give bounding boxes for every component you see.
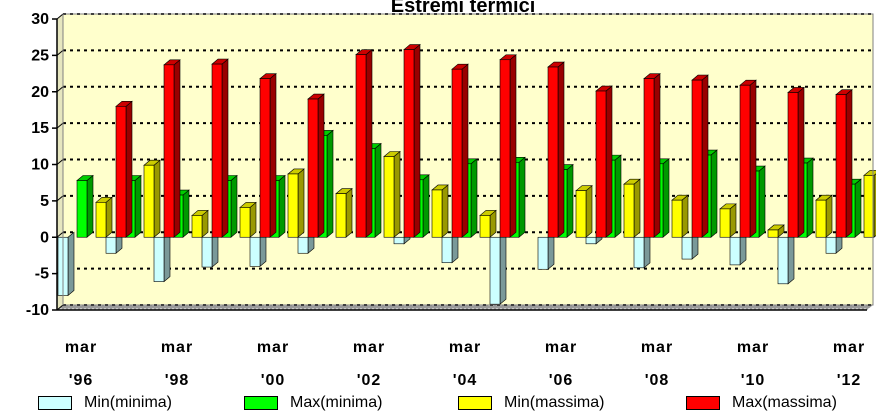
bar	[143, 159, 161, 238]
y-tick-label: 5	[40, 193, 49, 210]
bar	[115, 100, 133, 238]
x-tick-label-month: mar	[353, 339, 385, 356]
bar	[537, 231, 555, 270]
bar	[403, 43, 421, 238]
y-tick-label: -5	[35, 266, 49, 283]
bar	[547, 61, 565, 238]
plot-floor	[57, 305, 873, 310]
bar	[287, 168, 305, 238]
gridline-depth	[56, 49, 64, 56]
x-tick-label-year: '98	[165, 372, 190, 389]
legend-item: Min(minima)	[38, 392, 172, 414]
bar	[623, 178, 641, 238]
bar	[835, 89, 853, 238]
bar	[431, 184, 449, 238]
bar	[863, 170, 876, 238]
x-tick-label-month: mar	[641, 339, 673, 356]
bar	[643, 73, 661, 238]
y-tick-label: 25	[31, 47, 49, 64]
bar	[787, 86, 805, 238]
x-tick-label-year: '06	[549, 372, 574, 389]
gridline-depth	[56, 122, 64, 129]
y-tick-label: 10	[31, 157, 49, 174]
gridline-depth	[56, 159, 64, 165]
y-tick-label: 30	[31, 11, 49, 28]
y-tick-label: -10	[26, 302, 49, 319]
legend-swatch	[38, 396, 72, 410]
bar	[191, 209, 209, 238]
x-tick-label-year: '02	[357, 372, 382, 389]
chart-title: Estremi termici	[391, 0, 536, 17]
x-tick-label-year: '08	[645, 372, 670, 389]
y-tick-label: 15	[31, 120, 49, 137]
gridline-depth	[56, 86, 64, 93]
bar	[249, 231, 267, 267]
legend-swatch	[458, 396, 492, 410]
y-tick-label: 0	[40, 229, 49, 246]
x-tick-label-month: mar	[257, 339, 289, 356]
x-tick-label-year: '10	[741, 372, 766, 389]
bar	[595, 85, 613, 238]
bar	[163, 59, 181, 238]
bar	[671, 194, 689, 238]
gridline-depth	[56, 195, 64, 202]
bar	[57, 231, 75, 297]
bar	[95, 196, 113, 238]
x-tick-label-month: mar	[833, 339, 865, 356]
legend-label: Max(minima)	[290, 394, 383, 411]
legend-label: Min(massima)	[504, 394, 605, 411]
x-tick-label-month: mar	[737, 339, 769, 356]
bar	[489, 231, 507, 305]
x-tick-label-year: '12	[837, 372, 862, 389]
bar	[499, 54, 517, 238]
x-tick-label-year: '00	[261, 372, 286, 389]
x-tick-label-month: mar	[161, 339, 193, 356]
y-tick-label: 20	[31, 84, 49, 101]
bar	[575, 185, 593, 238]
legend-label: Min(minima)	[84, 394, 172, 411]
legend-label: Max(massima)	[732, 394, 837, 411]
legend-swatch	[244, 396, 278, 410]
x-tick-label-year: '04	[453, 372, 478, 389]
bar	[355, 49, 373, 238]
plot-frame	[62, 13, 874, 306]
bar	[335, 187, 353, 238]
bar	[739, 79, 757, 238]
bar	[691, 74, 709, 238]
bar	[153, 231, 171, 283]
bar	[307, 93, 325, 238]
x-tick-label-month: mar	[65, 339, 97, 356]
bar	[451, 63, 469, 238]
gridline-depth	[56, 231, 64, 238]
bar	[239, 201, 257, 238]
bar	[767, 224, 785, 238]
legend: Min(minima) Max(minima) Min(massima) Max(ma…	[38, 392, 876, 414]
bar	[259, 73, 277, 238]
legend-item: Max(minima)	[244, 392, 382, 414]
bar	[815, 194, 833, 238]
bar	[479, 209, 497, 238]
bar	[76, 174, 94, 238]
x-tick-label-month: mar	[449, 339, 481, 356]
bar	[383, 150, 401, 238]
chart: Estremi termici 30 25 20 15 10 5 0 -5 -10 mar '96…	[26, 0, 876, 389]
legend-item: Max(massima)	[686, 392, 837, 414]
x-tick-label-year: '96	[69, 372, 94, 389]
bar	[719, 203, 737, 238]
gridline-depth	[56, 13, 64, 20]
bar	[211, 58, 229, 238]
legend-swatch	[686, 396, 720, 410]
bar	[777, 231, 795, 285]
x-tick-label-month: mar	[545, 339, 577, 356]
legend-item: Min(massima)	[458, 392, 604, 414]
bar	[633, 231, 651, 269]
gridline-depth	[56, 304, 64, 311]
